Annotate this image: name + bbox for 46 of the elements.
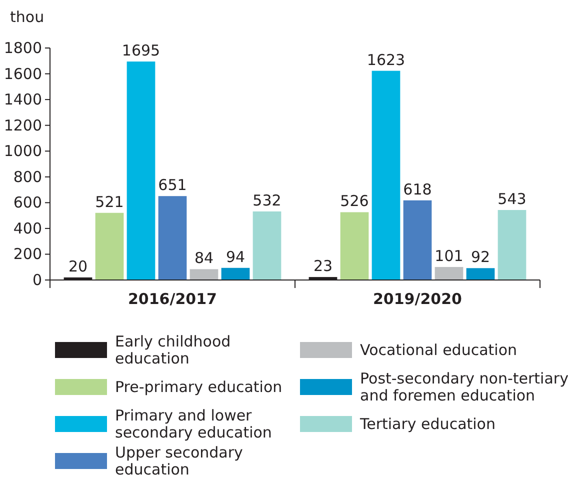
y-tick-label: 400 [13, 219, 42, 238]
data-label: 651 [158, 176, 187, 194]
bar [221, 268, 250, 280]
data-label: 1695 [122, 42, 160, 60]
bar [252, 211, 282, 280]
y-tick-label: 0 [32, 271, 42, 289]
bar [372, 70, 400, 280]
bar [95, 212, 124, 280]
legend-label: Pre-primary education [115, 378, 282, 396]
bar [158, 196, 187, 280]
legend-label: Primary and lower secondary education [115, 406, 272, 442]
data-label: 94 [226, 248, 246, 266]
data-label: 1623 [366, 50, 406, 69]
bar [466, 268, 495, 280]
y-tick-label: 1000 [4, 142, 42, 160]
data-label: 532 [252, 191, 282, 210]
x-tick-label: 2019/2020 [373, 290, 462, 308]
legend-label: Post-secondary non-tertiary and foremen education [360, 370, 568, 404]
y-tick-label: 1600 [4, 64, 42, 83]
y-tick-label: 1400 [4, 90, 42, 109]
data-label: 101 [434, 246, 464, 265]
y-tick-label: 200 [13, 245, 42, 264]
data-label: 23 [313, 257, 333, 276]
legend-label: Early childhood education [115, 332, 231, 368]
y-tick-label: 1200 [4, 116, 42, 134]
y-tick-label: 800 [13, 168, 42, 186]
legend-label: Upper secondary education [115, 444, 244, 478]
data-label: 618 [403, 180, 432, 198]
bar [340, 212, 369, 280]
legend-label: Vocational education [360, 341, 518, 359]
data-label: 526 [340, 192, 369, 210]
data-label: 20 [68, 257, 88, 276]
y-tick-label: 600 [13, 194, 42, 212]
data-label: 84 [194, 249, 214, 268]
legend-label: Tertiary education [359, 415, 496, 433]
data-label: 543 [498, 190, 526, 208]
y-tick-label: 1800 [4, 39, 42, 57]
bar [498, 210, 526, 280]
x-tick-label: 2016/2017 [128, 290, 217, 308]
y-axis-title: thou [10, 8, 44, 26]
bar [403, 200, 432, 280]
bar [434, 266, 464, 280]
bar [126, 62, 156, 280]
bar [190, 269, 218, 280]
data-label: 521 [95, 192, 124, 211]
data-label: 92 [470, 248, 490, 266]
